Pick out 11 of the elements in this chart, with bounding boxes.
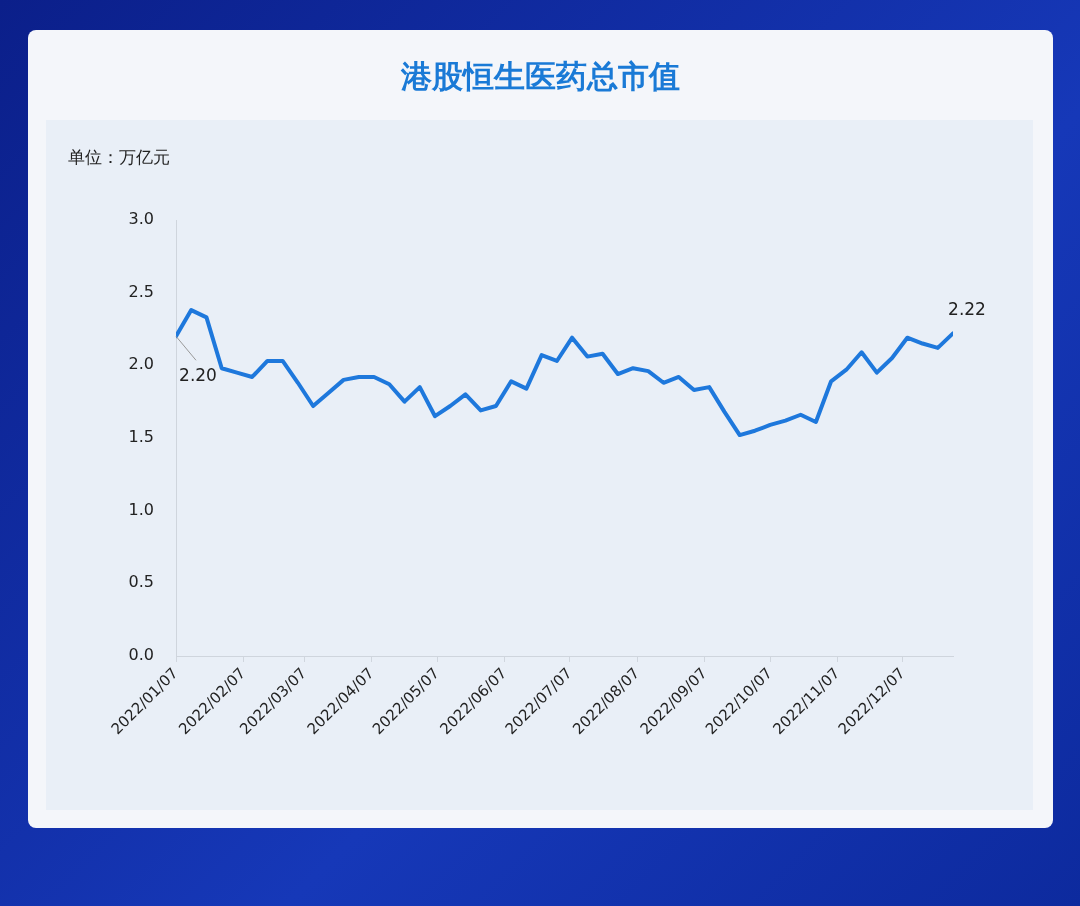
- y-tick-label: 2.5: [128, 281, 154, 301]
- y-axis-title: 单位：万亿元: [68, 146, 170, 169]
- y-tick-label: 2.0: [128, 354, 154, 374]
- data-label: 2.20: [179, 365, 217, 386]
- data-label: 2.22: [948, 299, 986, 320]
- y-tick-label: 0.0: [128, 645, 154, 665]
- y-tick-label: 3.0: [128, 209, 154, 229]
- y-tick-label: 0.5: [128, 572, 154, 592]
- chart-title: 港股恒生医药总市值: [400, 57, 681, 96]
- y-tick-label: 1.5: [128, 427, 154, 447]
- y-tick-label: 1.0: [128, 499, 154, 519]
